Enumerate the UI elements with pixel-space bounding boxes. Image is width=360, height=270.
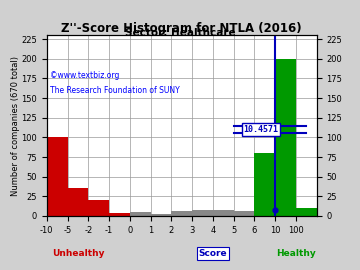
Title: Z''-Score Histogram for NTLA (2016): Z''-Score Histogram for NTLA (2016) [62, 22, 302, 35]
Text: ©www.textbiz.org: ©www.textbiz.org [50, 71, 119, 80]
Text: Score: Score [199, 249, 227, 258]
Y-axis label: Number of companies (670 total): Number of companies (670 total) [11, 56, 20, 195]
Text: Sector: Healthcare: Sector: Healthcare [125, 28, 235, 38]
Bar [234, 211, 255, 216]
Text: Unhealthy: Unhealthy [52, 249, 104, 258]
Text: The Research Foundation of SUNY: The Research Foundation of SUNY [50, 86, 179, 95]
Bar [275, 59, 296, 216]
Bar [68, 188, 88, 216]
Bar [192, 210, 213, 216]
Text: Healthy: Healthy [276, 249, 316, 258]
Bar [47, 137, 68, 216]
Text: 10.4571: 10.4571 [243, 125, 278, 134]
Bar [171, 211, 192, 216]
Bar [213, 211, 234, 216]
Bar [109, 213, 130, 216]
Bar [255, 153, 275, 216]
Bar [88, 200, 109, 216]
Bar [130, 212, 150, 216]
Bar [296, 208, 317, 216]
Bar [150, 214, 171, 216]
